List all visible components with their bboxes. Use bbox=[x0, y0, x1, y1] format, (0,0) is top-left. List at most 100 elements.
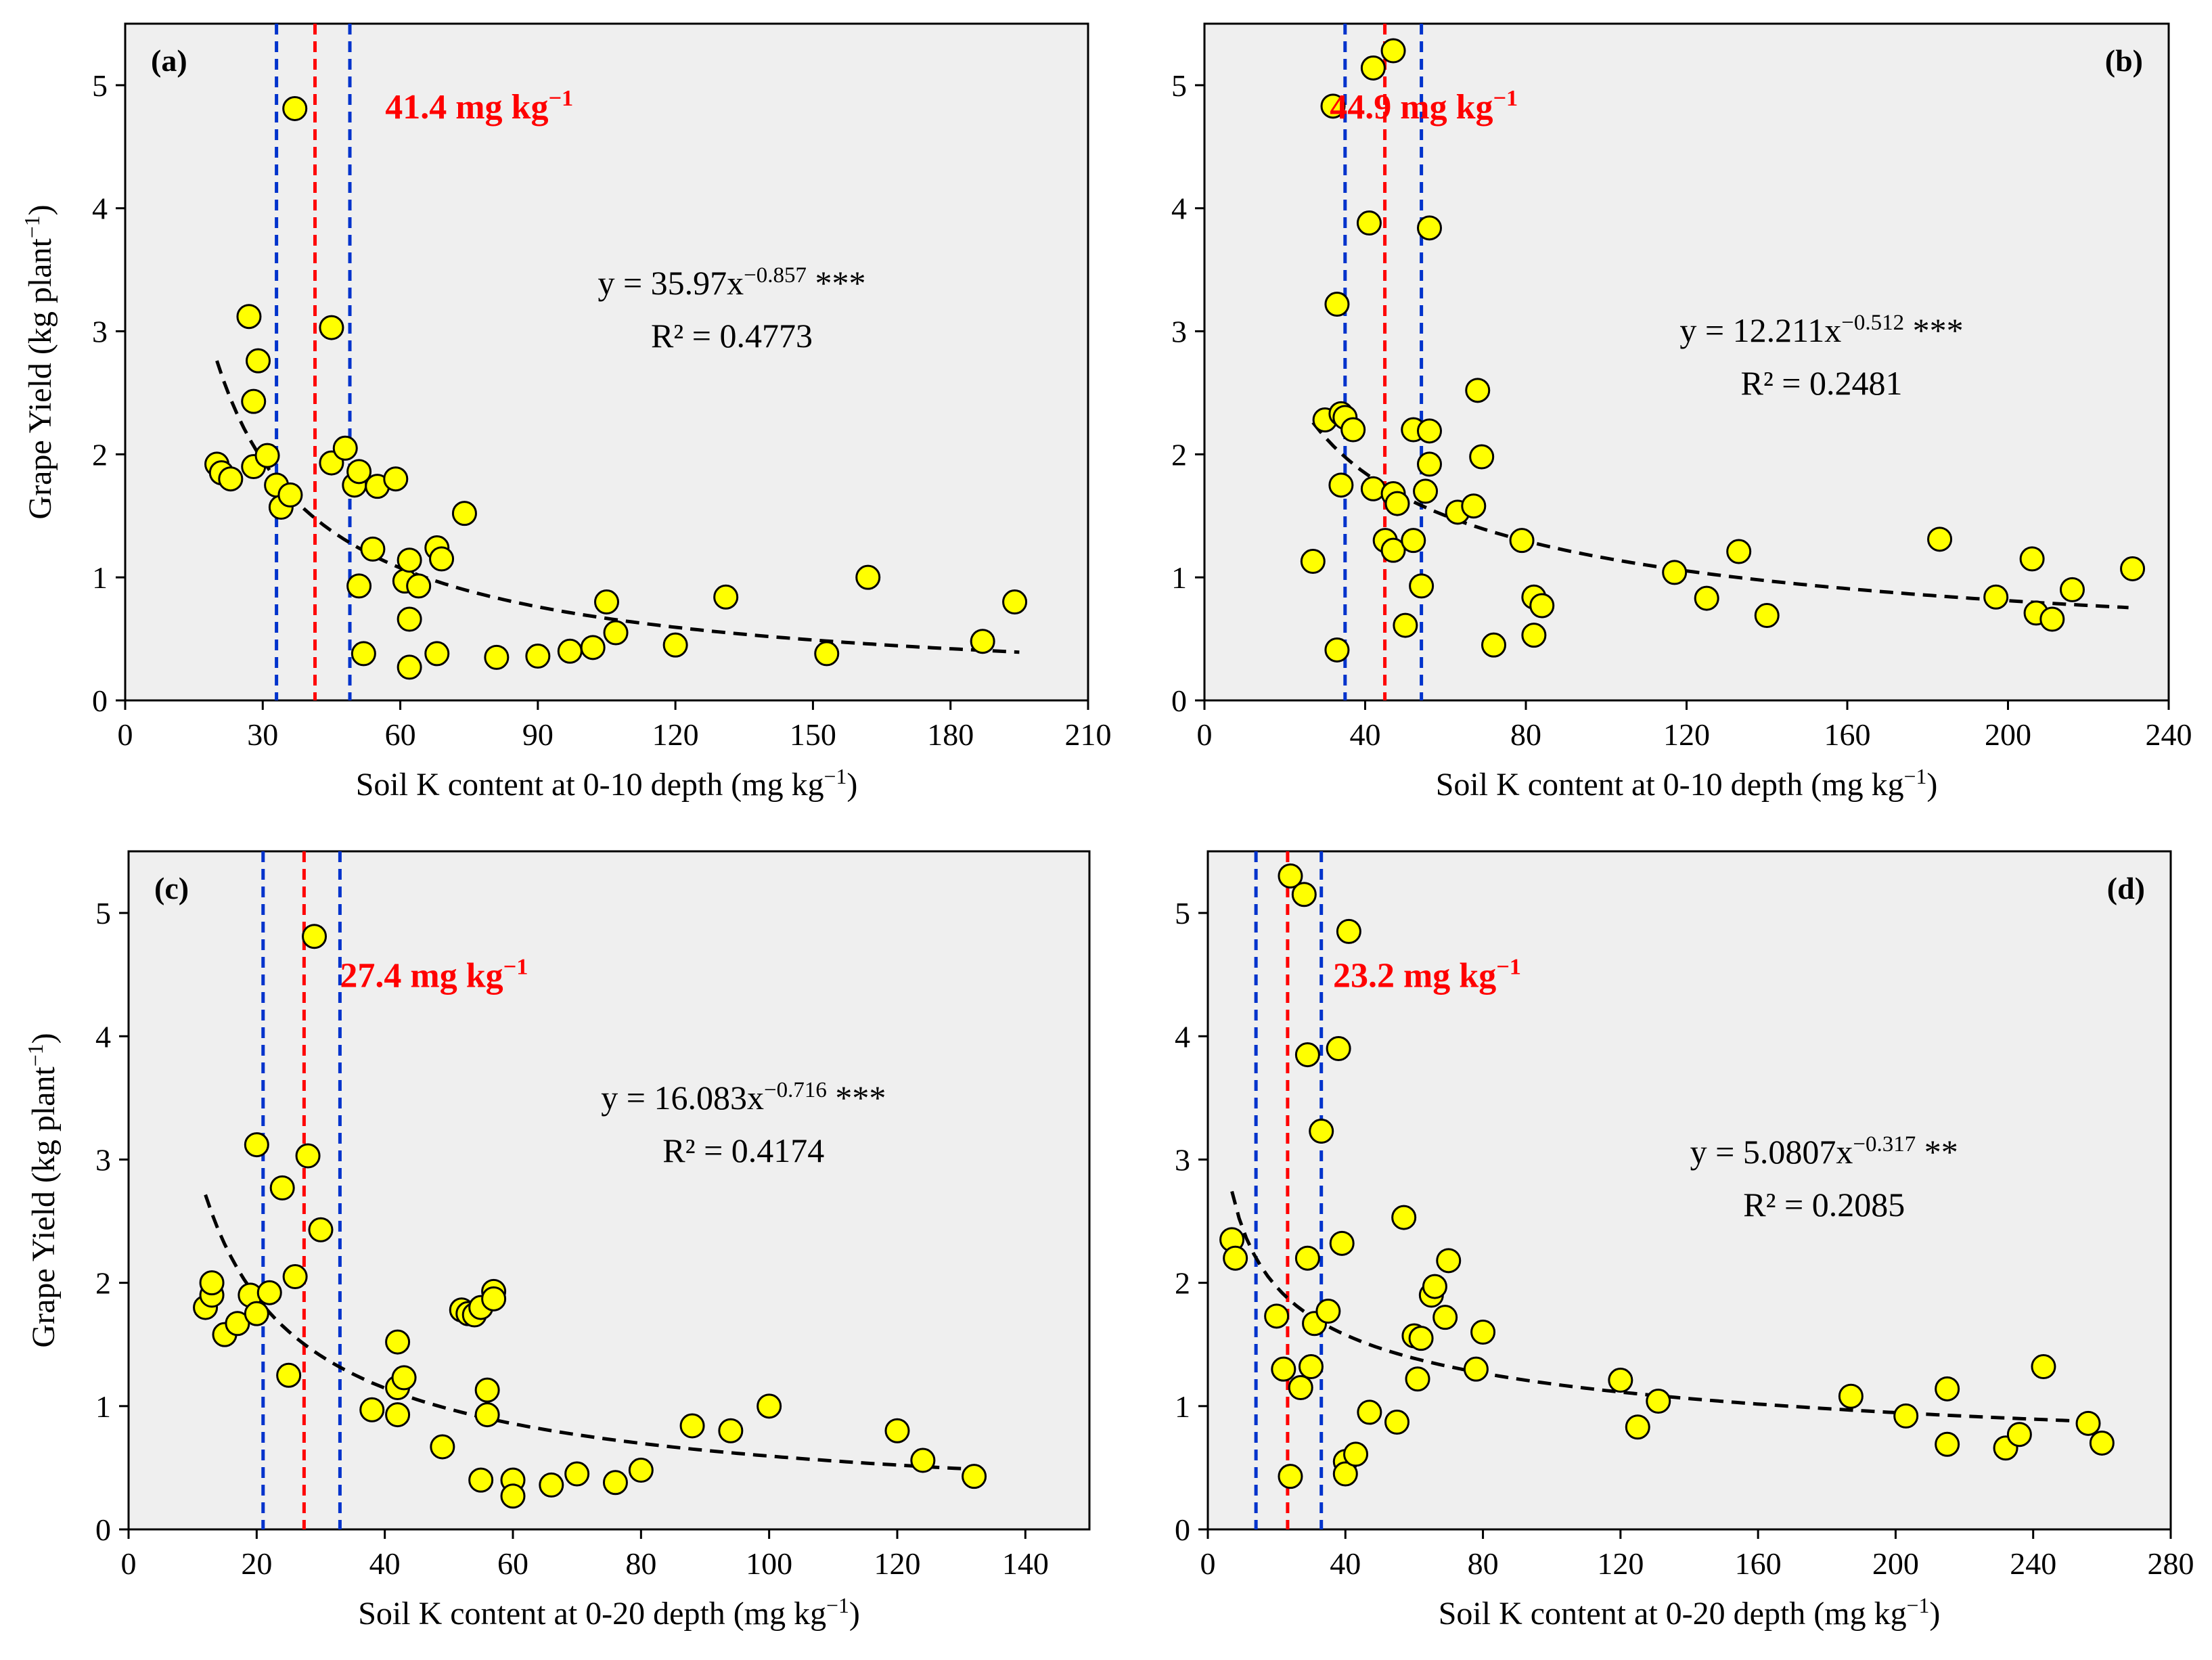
data-point-c-39 bbox=[884, 1418, 910, 1443]
y-tick-label-c-1: 1 bbox=[95, 1389, 111, 1424]
plot-content-d bbox=[1219, 851, 2115, 1529]
data-point-c-26 bbox=[474, 1377, 500, 1403]
x-tick-label-c-3: 60 bbox=[497, 1546, 528, 1581]
data-point-d-20 bbox=[1357, 1399, 1382, 1425]
data-point-b-36 bbox=[1726, 539, 1752, 564]
x-tick-label-d-4: 160 bbox=[1735, 1546, 1782, 1581]
data-point-c-20 bbox=[430, 1434, 455, 1460]
data-point-d-21 bbox=[1384, 1410, 1410, 1435]
data-point-d-6 bbox=[1288, 1374, 1313, 1400]
y-tick-label-d-2: 2 bbox=[1175, 1266, 1190, 1301]
y-tick-label-a-4: 4 bbox=[92, 192, 108, 226]
data-point-c-36 bbox=[679, 1413, 705, 1439]
data-point-b-39 bbox=[1983, 584, 2009, 610]
data-point-a-4 bbox=[241, 388, 267, 414]
data-point-d-40 bbox=[2006, 1422, 2032, 1448]
data-point-b-15 bbox=[1380, 537, 1406, 563]
x-tick-label-b-2: 80 bbox=[1510, 717, 1541, 752]
panel-b: 0 40 80 120 160 200 240 0 1 2 3 4 5 Soil K content at… bbox=[1171, 22, 2192, 803]
x-tick-label-c-5: 100 bbox=[746, 1546, 792, 1581]
x-tick-label-c-4: 80 bbox=[625, 1546, 656, 1581]
data-point-c-8 bbox=[256, 1280, 282, 1305]
x-tick-label-a-3: 90 bbox=[522, 717, 554, 752]
y-tick-label-d-5: 5 bbox=[1175, 896, 1190, 930]
x-tick-label-a-5: 150 bbox=[790, 717, 836, 752]
x-tick-label-b-0: 0 bbox=[1197, 717, 1213, 752]
data-point-d-12 bbox=[1309, 1119, 1334, 1144]
x-tick-label-c-1: 20 bbox=[241, 1546, 272, 1581]
plot-content-a bbox=[204, 24, 1028, 700]
x-tick-label-c-6: 120 bbox=[874, 1546, 921, 1581]
x-tick-label-d-0: 0 bbox=[1200, 1546, 1216, 1581]
data-point-a-28 bbox=[424, 641, 450, 667]
y-tick-label-a-3: 3 bbox=[92, 315, 108, 349]
data-point-d-38 bbox=[1935, 1431, 1960, 1457]
data-point-a-11 bbox=[282, 95, 308, 121]
data-point-b-27 bbox=[1465, 378, 1491, 403]
data-point-d-2 bbox=[1264, 1303, 1290, 1329]
data-point-d-33 bbox=[1625, 1414, 1650, 1440]
data-point-d-8 bbox=[1294, 1042, 1320, 1068]
y-tick-label-c-4: 4 bbox=[95, 1019, 111, 1054]
x-tick-label-d-3: 120 bbox=[1597, 1546, 1644, 1581]
data-point-b-29 bbox=[1481, 632, 1506, 658]
data-point-b-33 bbox=[1529, 593, 1555, 619]
data-point-d-34 bbox=[1646, 1389, 1671, 1414]
data-point-c-35 bbox=[628, 1458, 654, 1483]
x-tick-label-b-4: 160 bbox=[1824, 717, 1871, 752]
x-tick-label-d-2: 80 bbox=[1468, 1546, 1499, 1581]
x-tick-label-d-5: 200 bbox=[1872, 1546, 1919, 1581]
x-tick-label-b-6: 240 bbox=[2146, 717, 2192, 752]
y-tick-label-d-3: 3 bbox=[1175, 1142, 1190, 1177]
x-axis-title-b: Soil K content at 0-10 depth (mg kg−1) bbox=[1436, 765, 1938, 803]
data-point-d-15 bbox=[1329, 1230, 1355, 1256]
data-point-c-2 bbox=[199, 1270, 225, 1296]
data-point-a-2 bbox=[218, 466, 244, 492]
data-point-a-24 bbox=[397, 606, 422, 632]
data-point-c-33 bbox=[564, 1461, 590, 1487]
data-point-c-31 bbox=[500, 1483, 526, 1509]
panel-label-d: (d) bbox=[2107, 871, 2145, 905]
data-point-d-25 bbox=[1408, 1326, 1434, 1351]
data-point-a-33 bbox=[557, 638, 583, 664]
y-tick-label-d-4: 4 bbox=[1175, 1019, 1190, 1054]
y-tick-label-a-2: 2 bbox=[92, 437, 108, 472]
data-point-d-30 bbox=[1463, 1356, 1489, 1382]
data-point-d-10 bbox=[1298, 1354, 1324, 1380]
data-point-a-3 bbox=[236, 304, 262, 330]
y-tick-label-a-5: 5 bbox=[92, 68, 108, 103]
y-tick-label-c-5: 5 bbox=[95, 896, 111, 930]
data-point-a-21 bbox=[383, 466, 409, 492]
data-point-c-40 bbox=[910, 1448, 936, 1473]
x-tick-label-a-0: 0 bbox=[118, 717, 133, 752]
data-point-a-7 bbox=[254, 443, 280, 468]
data-point-b-21 bbox=[1413, 478, 1439, 504]
data-point-b-10 bbox=[1360, 55, 1386, 81]
data-point-b-9 bbox=[1356, 210, 1382, 236]
y-tick-label-b-3: 3 bbox=[1171, 315, 1187, 349]
r-squared-c: R² = 0.4174 bbox=[662, 1131, 824, 1169]
data-point-d-13 bbox=[1315, 1299, 1341, 1324]
data-point-d-17 bbox=[1332, 1461, 1358, 1487]
data-point-c-18 bbox=[385, 1329, 411, 1355]
data-point-a-14 bbox=[332, 435, 358, 461]
y-tick-label-c-3: 3 bbox=[95, 1142, 111, 1177]
data-point-a-38 bbox=[713, 584, 739, 610]
data-point-a-12 bbox=[319, 315, 344, 340]
data-point-c-15 bbox=[359, 1397, 385, 1422]
data-point-c-34 bbox=[602, 1470, 628, 1496]
panel-a: 0 30 60 90 120 150 180 210 0 1 2 3 4 5 Soil K content … bbox=[20, 22, 1112, 803]
data-point-d-24 bbox=[1405, 1366, 1430, 1392]
data-point-c-37 bbox=[718, 1418, 744, 1443]
data-point-c-6 bbox=[244, 1301, 269, 1326]
data-point-c-12 bbox=[295, 1143, 321, 1169]
x-tick-label-b-5: 200 bbox=[1985, 717, 2031, 752]
data-point-d-42 bbox=[2075, 1410, 2101, 1436]
data-point-c-9 bbox=[269, 1175, 295, 1201]
data-point-c-19 bbox=[391, 1365, 417, 1391]
y-axis-title-c: Grape Yield (kg plant−1) bbox=[24, 1033, 62, 1347]
y-tick-label-a-0: 0 bbox=[92, 683, 108, 718]
data-point-b-3 bbox=[1324, 292, 1350, 317]
threshold-label-d: 23.2 mg kg−1 bbox=[1333, 954, 1521, 995]
